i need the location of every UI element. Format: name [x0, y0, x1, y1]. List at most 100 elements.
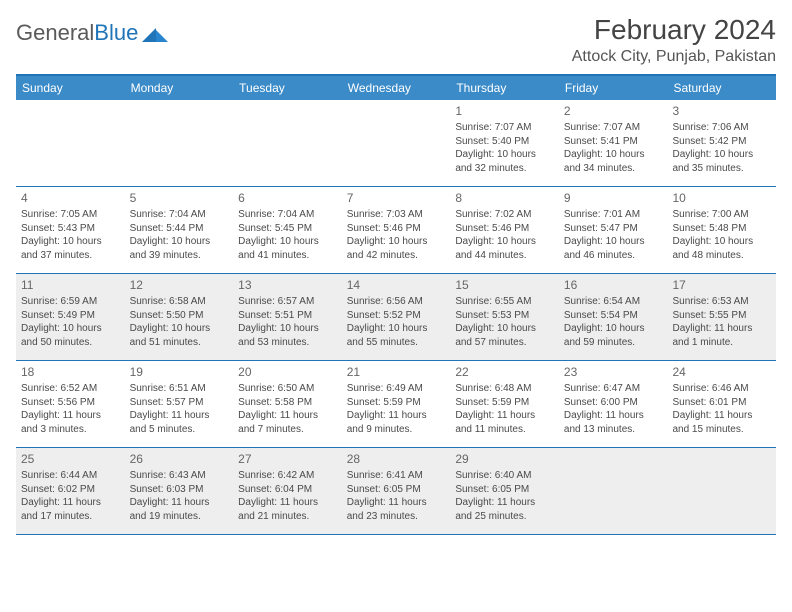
day-number: 27	[238, 451, 337, 467]
sunrise-text: Sunrise: 6:47 AM	[564, 382, 663, 396]
day-cell: 21 Sunrise: 6:49 AMSunset: 5:59 PMDayligh…	[342, 361, 451, 447]
week-row: 4Sunrise: 7:05 AMSunset: 5:43 PMDaylight…	[16, 187, 776, 274]
day-cell: 10Sunrise: 7:00 AMSunset: 5:48 PMDayligh…	[667, 187, 776, 273]
day-cell: 16Sunrise: 6:54 AMSunset: 5:54 PMDayligh…	[559, 274, 668, 360]
day-cell: 9Sunrise: 7:01 AMSunset: 5:47 PMDaylight…	[559, 187, 668, 273]
sunrise-text: Sunrise: 7:06 AM	[672, 121, 771, 135]
sunrise-text: Sunrise: 6:53 AM	[672, 295, 771, 309]
daylight-text: Daylight: 10 hours and 37 minutes.	[21, 235, 120, 262]
sunset-text: Sunset: 6:00 PM	[564, 396, 663, 410]
daylight-text: Daylight: 11 hours and 11 minutes.	[455, 409, 554, 436]
daylight-text: Daylight: 10 hours and 48 minutes.	[672, 235, 771, 262]
daylight-text: Daylight: 11 hours and 21 minutes.	[238, 496, 337, 523]
day-header-cell: Wednesday	[342, 76, 451, 100]
day-number: 17	[672, 277, 771, 293]
sunrise-text: Sunrise: 7:00 AM	[672, 208, 771, 222]
logo-text-2: Blue	[94, 20, 138, 46]
day-cell	[559, 448, 668, 534]
sunrise-text: Sunrise: 7:05 AM	[21, 208, 120, 222]
sunrise-text: Sunrise: 6:57 AM	[238, 295, 337, 309]
day-cell: 23 Sunrise: 6:47 AMSunset: 6:00 PMDayligh…	[559, 361, 668, 447]
day-number: 3	[672, 103, 771, 119]
day-number: 11	[21, 277, 120, 293]
week-row: 11 Sunrise: 6:59 AMSunset: 5:49 PM Dayligh…	[16, 274, 776, 361]
day-number: 24	[672, 364, 771, 380]
day-cell: 18Sunrise: 6:52 AMSunset: 5:56 PMDayligh…	[16, 361, 125, 447]
daylight-text: Daylight: 10 hours and 55 minutes.	[347, 322, 446, 349]
location-text: Attock City, Punjab, Pakistan	[572, 48, 776, 66]
sunrise-text: Sunrise: 6:49 AM	[347, 382, 446, 396]
day-number: 14	[347, 277, 446, 293]
sunrise-text: Sunrise: 6:52 AM	[21, 382, 120, 396]
sunset-text: Sunset: 5:47 PM	[564, 222, 663, 236]
daylight-text: Daylight: 10 hours and 42 minutes.	[347, 235, 446, 262]
day-cell: 17 Sunrise: 6:53 AMSunset: 5:55 PMDayligh…	[667, 274, 776, 360]
sunset-text: Sunset: 5:45 PM	[238, 222, 337, 236]
sunset-text: Sunset: 5:54 PM	[564, 309, 663, 323]
sunset-text: Sunset: 5:53 PM	[455, 309, 554, 323]
daylight-text: Daylight: 11 hours and 9 minutes.	[347, 409, 446, 436]
sunrise-text: Sunrise: 7:03 AM	[347, 208, 446, 222]
day-cell: 8Sunrise: 7:02 AMSunset: 5:46 PMDaylight…	[450, 187, 559, 273]
sunset-text: Sunset: 5:51 PM	[238, 309, 337, 323]
sunrise-text: Sunrise: 6:48 AM	[455, 382, 554, 396]
day-cell: 25Sunrise: 6:44 AMSunset: 6:02 PMDayligh…	[16, 448, 125, 534]
daylight-text: Daylight: 11 hours and 25 minutes.	[455, 496, 554, 523]
daylight-text: Daylight: 10 hours and 41 minutes.	[238, 235, 337, 262]
sunrise-text: Sunrise: 6:50 AM	[238, 382, 337, 396]
daylight-text: Daylight: 11 hours and 7 minutes.	[238, 409, 337, 436]
daylight-text: Daylight: 10 hours and 59 minutes.	[564, 322, 663, 349]
month-title: February 2024	[572, 14, 776, 46]
daylight-text: Daylight: 10 hours and 46 minutes.	[564, 235, 663, 262]
day-cell	[233, 100, 342, 186]
sunset-text: Sunset: 5:48 PM	[672, 222, 771, 236]
day-number: 5	[130, 190, 229, 206]
sunset-text: Sunset: 5:55 PM	[672, 309, 771, 323]
sunset-text: Sunset: 5:57 PM	[130, 396, 229, 410]
day-cell	[667, 448, 776, 534]
sunrise-text: Sunrise: 6:59 AM	[21, 295, 120, 309]
sunrise-text: Sunrise: 7:07 AM	[455, 121, 554, 135]
day-cell: 3Sunrise: 7:06 AMSunset: 5:42 PMDaylight…	[667, 100, 776, 186]
day-number: 21	[347, 364, 446, 380]
daylight-text: Daylight: 11 hours and 23 minutes.	[347, 496, 446, 523]
sunrise-text: Sunrise: 6:42 AM	[238, 469, 337, 483]
day-cell: 24Sunrise: 6:46 AMSunset: 6:01 PMDayligh…	[667, 361, 776, 447]
daylight-text: Daylight: 10 hours and 53 minutes.	[238, 322, 337, 349]
calendar: SundayMondayTuesdayWednesdayThursdayFrid…	[16, 74, 776, 535]
day-cell: 7Sunrise: 7:03 AMSunset: 5:46 PMDaylight…	[342, 187, 451, 273]
day-number: 23	[564, 364, 663, 380]
sunrise-text: Sunrise: 6:40 AM	[455, 469, 554, 483]
day-cell: 14Sunrise: 6:56 AMSunset: 5:52 PMDayligh…	[342, 274, 451, 360]
day-cell: 1Sunrise: 7:07 AMSunset: 5:40 PMDaylight…	[450, 100, 559, 186]
daylight-text: Daylight: 10 hours and 51 minutes.	[130, 322, 229, 349]
day-number: 15	[455, 277, 554, 293]
sunset-text: Sunset: 5:59 PM	[347, 396, 446, 410]
daylight-text: Daylight: 11 hours and 3 minutes.	[21, 409, 120, 436]
day-number: 12	[130, 277, 229, 293]
sunrise-text: Sunrise: 6:51 AM	[130, 382, 229, 396]
sunrise-text: Sunrise: 6:56 AM	[347, 295, 446, 309]
daylight-text: Daylight: 10 hours and 35 minutes.	[672, 148, 771, 175]
sunset-text: Sunset: 5:58 PM	[238, 396, 337, 410]
sunset-text: Sunset: 6:05 PM	[455, 483, 554, 497]
logo-text-1: General	[16, 20, 94, 46]
day-header-row: SundayMondayTuesdayWednesdayThursdayFrid…	[16, 76, 776, 100]
day-number: 13	[238, 277, 337, 293]
daylight-text: Daylight: 10 hours and 32 minutes.	[455, 148, 554, 175]
daylight-text: Daylight: 11 hours and 15 minutes.	[672, 409, 771, 436]
sunrise-text: Sunrise: 6:41 AM	[347, 469, 446, 483]
daylight-text: Daylight: 11 hours and 1 minute.	[672, 322, 771, 349]
logo: GeneralBlue	[16, 20, 168, 46]
day-number: 29	[455, 451, 554, 467]
day-number: 7	[347, 190, 446, 206]
sunset-text: Sunset: 5:49 PM	[21, 309, 120, 323]
daylight-text: Daylight: 10 hours and 34 minutes.	[564, 148, 663, 175]
daylight-text: Daylight: 10 hours and 39 minutes.	[130, 235, 229, 262]
daylight-text: Daylight: 11 hours and 13 minutes.	[564, 409, 663, 436]
sunset-text: Sunset: 5:56 PM	[21, 396, 120, 410]
day-header-cell: Friday	[559, 76, 668, 100]
day-cell: 5Sunrise: 7:04 AMSunset: 5:44 PMDaylight…	[125, 187, 234, 273]
day-cell: 29 Sunrise: 6:40 AMSunset: 6:05 PMDayligh…	[450, 448, 559, 534]
day-number: 8	[455, 190, 554, 206]
